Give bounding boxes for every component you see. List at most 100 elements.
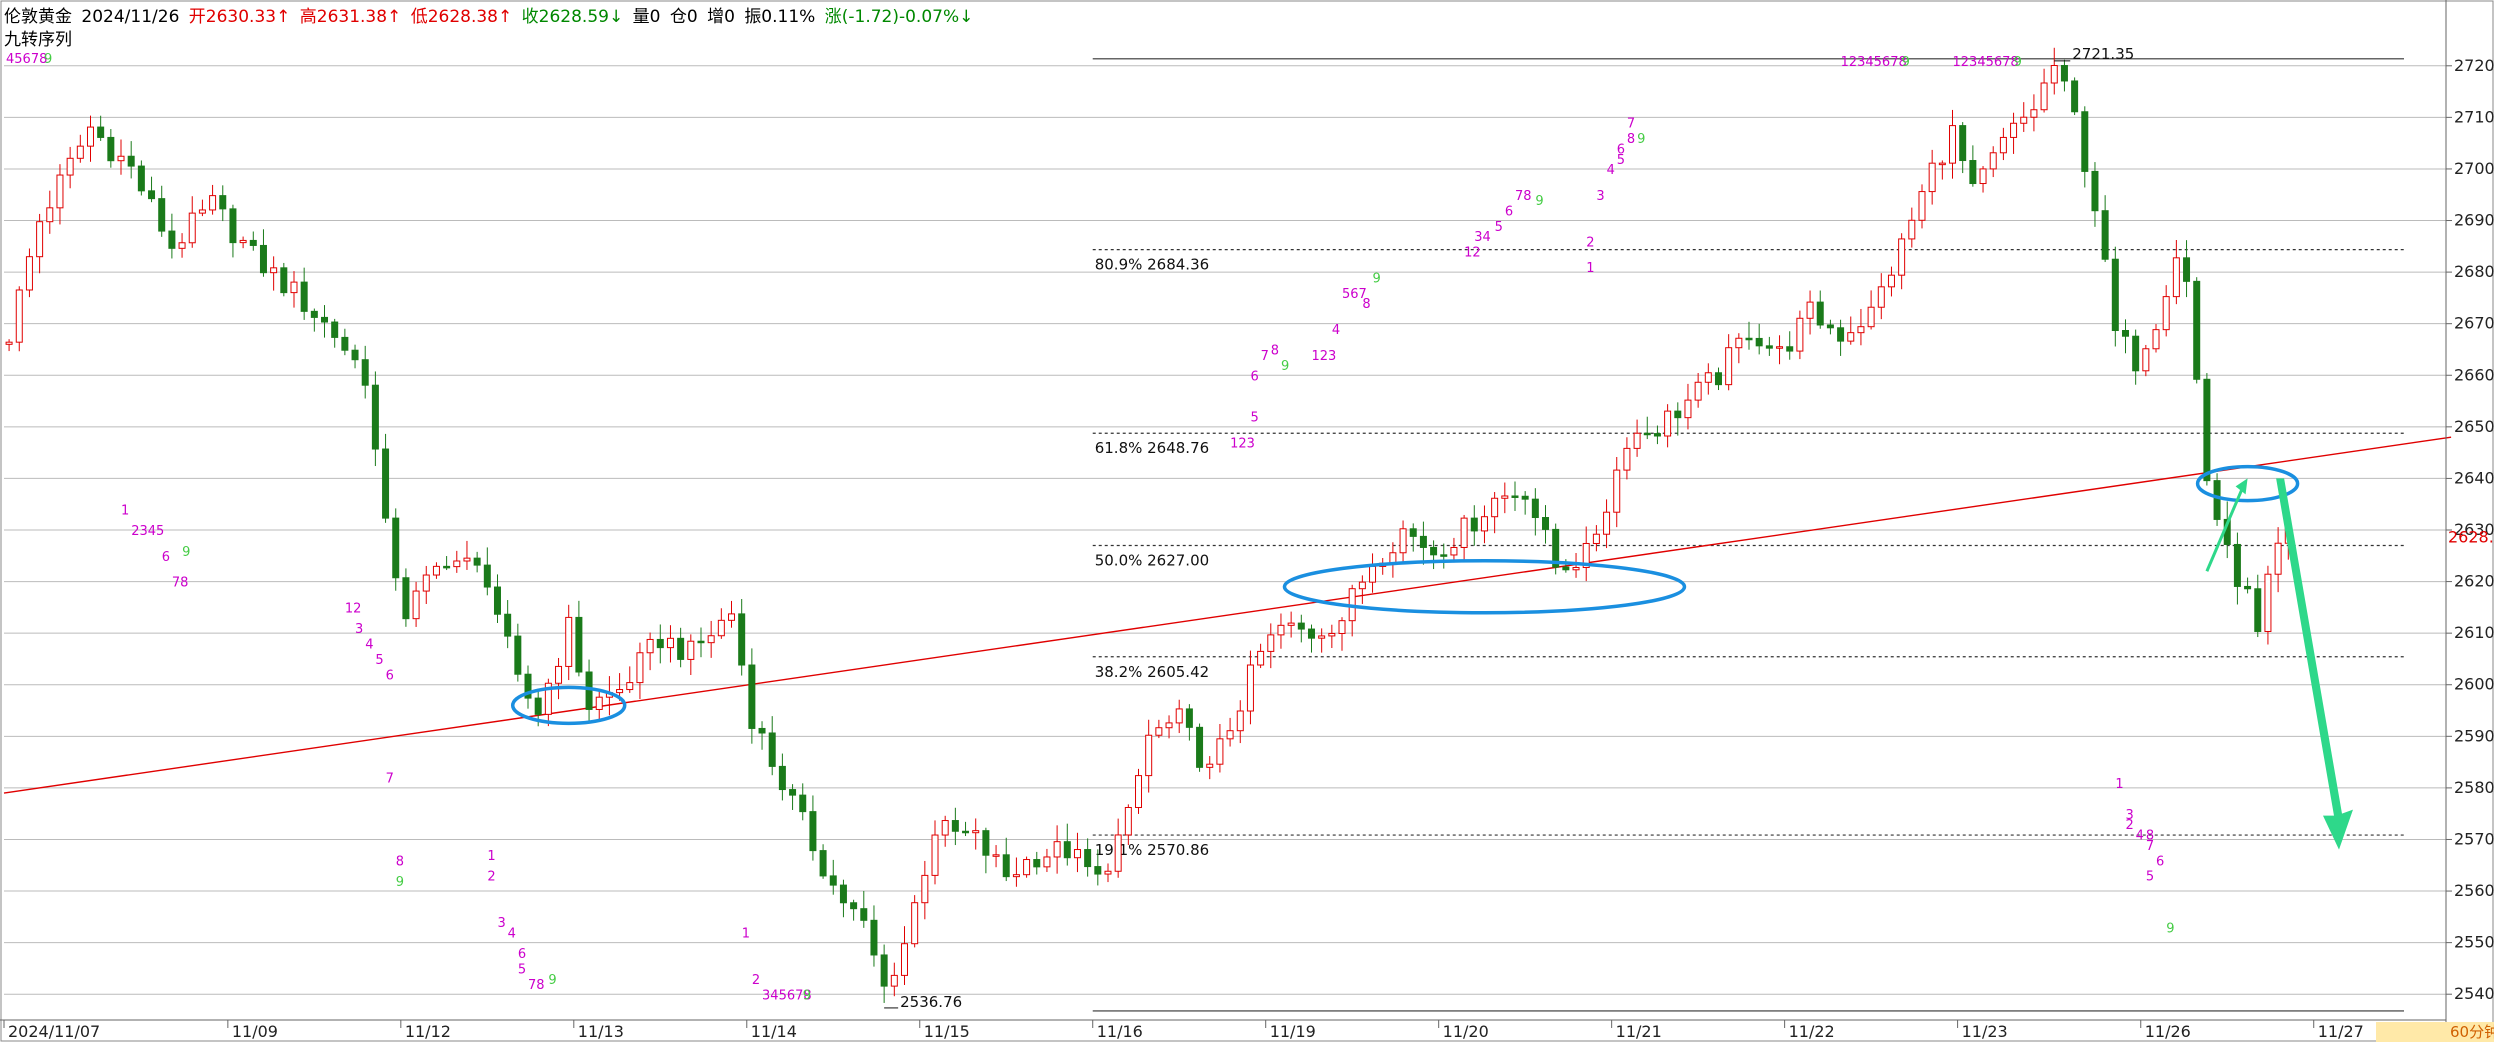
candle-body xyxy=(1918,191,1926,221)
candle-body xyxy=(382,448,390,519)
trendline xyxy=(3,436,2452,794)
candle-body xyxy=(1155,727,1163,736)
candle-body xyxy=(1959,125,1967,162)
candle-body xyxy=(1409,528,1417,537)
td-count-label: 5 xyxy=(1495,220,1503,235)
x-tick-label: 11/27 xyxy=(2318,1022,2364,1041)
td-count-label: 4 xyxy=(1607,163,1615,178)
candle-body xyxy=(1094,866,1102,875)
highlight-ellipse xyxy=(2195,464,2300,503)
candle-body xyxy=(300,281,308,312)
candle-body xyxy=(1765,345,1773,349)
candle-body xyxy=(697,640,705,644)
candle-body xyxy=(962,830,970,834)
candle-body xyxy=(819,850,827,877)
td-count-label: 7 xyxy=(2146,839,2154,854)
candle-body xyxy=(2132,335,2140,372)
td-count-label: 6 xyxy=(162,550,170,565)
candle-body xyxy=(56,174,64,209)
candle-body xyxy=(707,635,715,644)
volume: 量0 xyxy=(632,7,661,27)
candle-body xyxy=(1145,734,1153,777)
candle-body xyxy=(595,696,603,710)
candle-body xyxy=(850,902,858,910)
candle-body xyxy=(2183,257,2191,282)
x-tick-label: 11/23 xyxy=(1962,1022,2008,1041)
fib-level-label: 80.9% 2684.36 xyxy=(1095,256,1209,274)
candle-body xyxy=(839,884,847,904)
candle-body xyxy=(1196,726,1204,768)
candle-body xyxy=(158,198,166,232)
candle-body xyxy=(188,212,196,244)
td-count-label: 1 xyxy=(121,504,129,519)
indicator-name: 九转序列 xyxy=(4,30,72,50)
candle-body xyxy=(544,682,552,715)
candle-body xyxy=(1999,136,2007,154)
td-count-label: 5 xyxy=(2146,870,2154,885)
candle-body xyxy=(76,145,84,159)
candle-body xyxy=(2121,330,2129,337)
y-tick-label: 2550 xyxy=(2454,933,2494,952)
candle-body xyxy=(2152,329,2160,350)
candle-body xyxy=(1277,624,1285,636)
candle-body xyxy=(493,586,501,615)
candle-body xyxy=(1867,306,1875,328)
fib-level-label: 50.0% 2627.00 xyxy=(1095,551,1209,569)
candle-body xyxy=(778,765,786,791)
td-count-label: 6 xyxy=(1250,369,1258,384)
td-count-label: 1 xyxy=(487,849,495,864)
candle-body xyxy=(1124,806,1132,836)
candle-body xyxy=(524,673,532,699)
candle-body xyxy=(1531,498,1539,519)
corner-td-label: 45678 xyxy=(6,52,47,67)
candle-body xyxy=(1358,581,1366,590)
x-tick-label: 11/15 xyxy=(924,1022,970,1041)
candle-body xyxy=(931,834,939,876)
candle-body xyxy=(2203,378,2211,482)
candle-body xyxy=(890,974,898,987)
candle-body xyxy=(1694,381,1702,401)
candle-body xyxy=(2264,573,2272,632)
candle-body xyxy=(1307,628,1315,639)
annotations: 2721.35 2536.76 xyxy=(510,45,2353,1011)
candle-body xyxy=(666,637,674,649)
candle-body xyxy=(1887,274,1895,288)
x-tick-label: 11/26 xyxy=(2145,1022,2191,1041)
candle-body xyxy=(758,727,766,734)
td-count-label: 8 xyxy=(2146,828,2154,843)
candle-body xyxy=(1165,722,1173,729)
candle-body xyxy=(1714,372,1722,386)
candle-body xyxy=(1633,432,1641,449)
candle-body xyxy=(25,256,33,291)
y-tick-label: 2630 xyxy=(2454,520,2494,539)
candle-body xyxy=(2040,82,2048,111)
td-count-label: 5 xyxy=(518,963,526,978)
td-count-label: 2 xyxy=(752,973,760,988)
candle-body xyxy=(2274,542,2282,575)
td-count-label: 4 xyxy=(365,638,373,653)
candle-body xyxy=(1826,324,1834,329)
candle-body xyxy=(1969,160,1977,185)
td-count-label: 1 xyxy=(2115,777,2123,792)
timeframe-box xyxy=(2376,1022,2494,1042)
candle-body xyxy=(534,697,542,715)
y-tick-label: 2640 xyxy=(2454,468,2494,487)
high-price: 高2631.38↑ xyxy=(299,7,402,27)
amplitude: 振0.11% xyxy=(744,7,816,27)
candle-body xyxy=(1114,834,1122,872)
candle-body xyxy=(1755,337,1763,347)
x-tick-label: 11/16 xyxy=(1097,1022,1143,1041)
candle-body xyxy=(86,126,94,147)
candle-body xyxy=(1837,327,1845,342)
td-count-label: 7 xyxy=(1627,117,1635,132)
x-tick-label: 11/20 xyxy=(1443,1022,1489,1041)
candle-body xyxy=(1450,546,1458,556)
candle-body xyxy=(1572,567,1580,571)
candle-body xyxy=(137,165,145,192)
candle-body xyxy=(748,664,756,729)
candle-body xyxy=(2213,480,2221,520)
candle-body xyxy=(799,794,807,813)
